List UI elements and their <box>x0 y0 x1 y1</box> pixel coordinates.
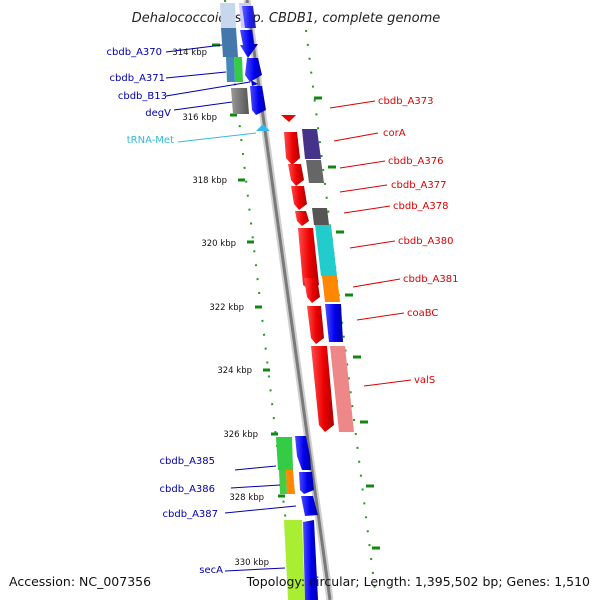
gene-label-cbdb-a371: cbdb_A371 <box>110 73 165 84</box>
left-gene-labels: cbdb_A370 cbdb_A371 cbdb_B13 degV tRNA-M… <box>107 47 224 576</box>
gene-label-cbdb-b13: cbdb_B13 <box>118 91 167 102</box>
gene-label-cbdb-a380: cbdb_A380 <box>398 236 453 247</box>
gene-label-cbdb-a376: cbdb_A376 <box>388 156 443 167</box>
gene-label-cbdb-a386: cbdb_A386 <box>160 484 215 495</box>
scale-label: 320 kbp <box>201 239 236 249</box>
gene-group-left-bottom <box>276 436 318 600</box>
gene-label-cbdb-a370: cbdb_A370 <box>107 47 162 58</box>
gene-label-cora: corA <box>383 128 406 139</box>
scale-label: 330 kbp <box>234 558 269 568</box>
gene-group-left-top <box>220 3 270 131</box>
scale-label: 314 kbp <box>172 48 207 58</box>
gene-label-vals: valS <box>414 375 435 386</box>
map-title: Dehalococcoides sp. CBDB1, complete geno… <box>132 11 441 26</box>
gene-label-cbdb-a385: cbdb_A385 <box>160 456 215 467</box>
gene-label-degv: degV <box>145 108 171 119</box>
right-leaders <box>329 100 412 387</box>
guide-tracks <box>224 0 376 600</box>
topology-text: Topology: circular; Length: 1,395,502 bp… <box>246 574 590 589</box>
gene-label-cbdb-a387: cbdb_A387 <box>163 509 218 520</box>
scale-label: 328 kbp <box>229 493 264 503</box>
gene-label-seca: secA <box>199 565 223 576</box>
scale-label: 318 kbp <box>192 176 227 186</box>
left-leaders <box>165 44 297 572</box>
gene-group-right <box>281 115 354 432</box>
gene-label-cbdb-a373: cbdb_A373 <box>378 96 433 107</box>
gene-label-cbdb-a378: cbdb_A378 <box>393 201 448 212</box>
scale-label: 322 kbp <box>209 303 244 313</box>
scale-label: 316 kbp <box>182 113 217 123</box>
right-gene-labels: cbdb_A373 corA cbdb_A376 cbdb_A377 cbdb_… <box>378 96 458 386</box>
scale-label: 326 kbp <box>223 430 258 440</box>
gene-label-coabc: coaBC <box>407 308 438 319</box>
accession-text: Accession: NC_007356 <box>9 574 151 589</box>
scale-label: 324 kbp <box>217 366 252 376</box>
gene-label-trna-met: tRNA-Met <box>127 135 174 146</box>
gene-label-cbdb-a377: cbdb_A377 <box>391 180 446 191</box>
gene-label-cbdb-a381: cbdb_A381 <box>403 274 458 285</box>
scale-labels: 314 kbp 316 kbp 318 kbp 320 kbp 322 kbp … <box>172 48 269 568</box>
